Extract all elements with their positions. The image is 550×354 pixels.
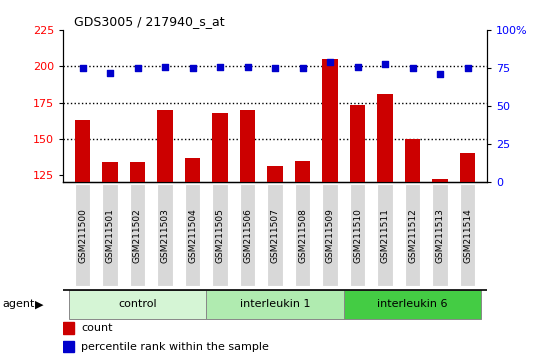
Point	[216, 64, 224, 69]
FancyBboxPatch shape	[350, 184, 365, 286]
Bar	[185, 158, 200, 182]
Bar	[240, 110, 255, 182]
Bar	[102, 162, 118, 182]
Text: control: control	[118, 299, 157, 309]
Point	[243, 64, 252, 69]
FancyBboxPatch shape	[102, 184, 118, 286]
Text: GSM211507: GSM211507	[271, 208, 279, 263]
Bar	[322, 59, 338, 182]
FancyBboxPatch shape	[267, 184, 283, 286]
Bar	[75, 120, 90, 182]
Bar	[212, 113, 228, 182]
Bar	[267, 166, 283, 182]
Bar	[63, 341, 74, 352]
Point	[133, 65, 142, 71]
Text: interleukin 1: interleukin 1	[240, 299, 310, 309]
Text: agent: agent	[3, 299, 35, 309]
Text: GSM211505: GSM211505	[216, 208, 224, 263]
Text: GSM211501: GSM211501	[106, 208, 114, 263]
Bar	[130, 162, 145, 182]
Text: GSM211506: GSM211506	[243, 208, 252, 263]
Point	[353, 64, 362, 69]
Point	[271, 65, 279, 71]
Point	[408, 65, 417, 71]
Text: GSM211511: GSM211511	[381, 208, 389, 263]
Bar	[460, 153, 475, 182]
FancyBboxPatch shape	[240, 184, 255, 286]
Bar	[377, 94, 393, 182]
FancyBboxPatch shape	[130, 184, 145, 286]
Text: ▶: ▶	[35, 299, 43, 309]
FancyBboxPatch shape	[405, 184, 420, 286]
FancyBboxPatch shape	[295, 184, 310, 286]
Bar	[295, 161, 310, 182]
FancyBboxPatch shape	[212, 184, 228, 286]
FancyBboxPatch shape	[460, 184, 475, 286]
Point	[161, 64, 169, 69]
Point	[106, 70, 114, 75]
Text: GSM211510: GSM211510	[353, 208, 362, 263]
Bar	[432, 179, 448, 182]
FancyBboxPatch shape	[206, 290, 344, 319]
Bar	[157, 110, 173, 182]
Text: GSM211512: GSM211512	[408, 208, 417, 263]
FancyBboxPatch shape	[322, 184, 338, 286]
Text: GSM211514: GSM211514	[463, 208, 472, 263]
Text: GSM211509: GSM211509	[326, 208, 334, 263]
Text: GSM211513: GSM211513	[436, 208, 444, 263]
Text: GSM211502: GSM211502	[133, 208, 142, 263]
FancyBboxPatch shape	[432, 184, 448, 286]
FancyBboxPatch shape	[185, 184, 200, 286]
Bar	[350, 105, 365, 182]
Point	[463, 65, 472, 71]
FancyBboxPatch shape	[344, 290, 481, 319]
Bar	[63, 322, 74, 334]
Text: GSM211500: GSM211500	[78, 208, 87, 263]
FancyBboxPatch shape	[377, 184, 393, 286]
Text: GSM211504: GSM211504	[188, 208, 197, 263]
Text: interleukin 6: interleukin 6	[377, 299, 448, 309]
Text: percentile rank within the sample: percentile rank within the sample	[81, 342, 269, 352]
FancyBboxPatch shape	[157, 184, 173, 286]
Point	[298, 65, 307, 71]
Text: count: count	[81, 323, 113, 333]
Text: GSM211503: GSM211503	[161, 208, 169, 263]
Point	[436, 72, 444, 77]
Bar	[405, 139, 420, 182]
Point	[381, 61, 389, 67]
Point	[188, 65, 197, 71]
FancyBboxPatch shape	[69, 290, 206, 319]
Point	[78, 65, 87, 71]
Point	[326, 59, 334, 65]
Text: GSM211508: GSM211508	[298, 208, 307, 263]
FancyBboxPatch shape	[75, 184, 90, 286]
Text: GDS3005 / 217940_s_at: GDS3005 / 217940_s_at	[74, 15, 225, 28]
